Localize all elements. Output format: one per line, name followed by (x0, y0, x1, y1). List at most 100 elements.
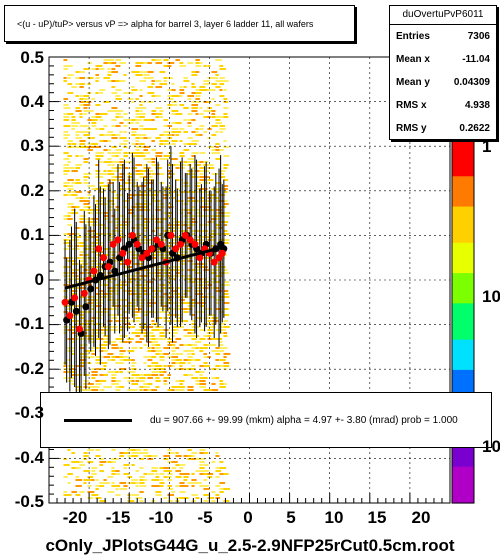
histogram-cell (219, 350, 224, 352)
histogram-cell (175, 167, 183, 169)
histogram-cell (115, 80, 121, 82)
histogram-cell (123, 161, 129, 163)
histogram-cell (167, 269, 173, 271)
histogram-cell (119, 173, 125, 175)
histogram-cell (223, 272, 229, 274)
histogram-cell (115, 170, 120, 172)
histogram-cell (195, 134, 201, 136)
histogram-cell (143, 362, 147, 364)
histogram-cell (195, 161, 203, 163)
fit-line (64, 245, 226, 290)
histogram-cell (171, 83, 175, 85)
histogram-cell (67, 113, 74, 115)
histogram-cell (207, 320, 212, 322)
histogram-cell (195, 302, 202, 304)
histogram-cell (199, 242, 206, 244)
histogram-cell (159, 332, 165, 334)
histogram-cell (67, 206, 75, 208)
histogram-cell (111, 146, 117, 148)
histogram-cell (143, 164, 147, 166)
histogram-cell (131, 380, 135, 382)
histogram-cell (139, 134, 147, 136)
histogram-cell (115, 338, 122, 340)
histogram-cell (95, 266, 101, 268)
histogram-cell (147, 356, 155, 358)
histogram-cell (79, 116, 83, 118)
stat-row-mean-x: Mean x -11.04 (390, 48, 496, 71)
histogram-cell (67, 494, 72, 496)
histogram-cell (183, 344, 188, 346)
histogram-cell (67, 272, 74, 274)
histogram-cell (167, 485, 172, 487)
histogram-cell (151, 467, 159, 469)
histogram-cell (219, 170, 226, 172)
histogram-cell (143, 119, 151, 121)
histogram-cell (159, 308, 164, 310)
histogram-cell (199, 134, 203, 136)
histogram-cell (219, 131, 224, 133)
histogram-cell (139, 101, 146, 103)
histogram-cell (199, 386, 206, 388)
histogram-cell (195, 65, 202, 67)
histogram-cell (175, 287, 181, 289)
histogram-cell (63, 152, 69, 154)
histogram-cell (187, 119, 194, 121)
histogram-cell (99, 329, 106, 331)
histogram-cell (79, 101, 87, 103)
histogram-cell (135, 497, 143, 499)
histogram-cell (199, 302, 206, 304)
histogram-cell (87, 389, 92, 391)
palette-segment (452, 297, 474, 304)
histogram-cell (127, 161, 133, 163)
histogram-cell (159, 182, 165, 184)
histogram-cell (171, 266, 178, 268)
histogram-cell (171, 131, 179, 133)
histogram-cell (83, 107, 88, 109)
histogram-cell (211, 461, 216, 463)
histogram-cell (63, 65, 69, 67)
histogram-cell (171, 239, 178, 241)
stat-label: Mean x (396, 54, 430, 65)
histogram-cell (95, 104, 101, 106)
histogram-cell (223, 185, 229, 187)
red-data-point (133, 240, 141, 248)
histogram-cell (131, 326, 135, 328)
histogram-cell (195, 209, 200, 211)
histogram-cell (163, 158, 169, 160)
histogram-cell (147, 305, 153, 307)
histogram-cell (175, 464, 183, 466)
histogram-cell (91, 386, 99, 388)
histogram-cell (63, 329, 69, 331)
histogram-cell (195, 113, 199, 115)
histogram-cell (71, 320, 76, 322)
histogram-cell (115, 134, 121, 136)
histogram-cell (139, 110, 143, 112)
histogram-cell (203, 206, 208, 208)
histogram-cell (91, 224, 98, 226)
histogram-cell (179, 389, 185, 391)
histogram-cell (79, 245, 85, 247)
histogram-cell (63, 185, 68, 187)
histogram-cell (191, 167, 195, 169)
histogram-cell (111, 473, 117, 475)
histogram-cell (67, 74, 74, 76)
histogram-cell (163, 191, 167, 193)
histogram-cell (87, 218, 94, 220)
histogram-cell (195, 170, 200, 172)
histogram-cell (175, 380, 180, 382)
histogram-cell (159, 116, 163, 118)
stat-value: 4.938 (464, 100, 490, 111)
histogram-cell (83, 209, 88, 211)
histogram-cell (99, 128, 105, 130)
histogram-cell (79, 146, 87, 148)
histogram-cell (79, 326, 87, 328)
histogram-cell (131, 389, 138, 391)
histogram-cell (99, 227, 103, 229)
palette-segment (452, 279, 474, 286)
histogram-cell (155, 317, 163, 319)
histogram-cell (139, 500, 144, 502)
histogram-cell (123, 182, 129, 184)
histogram-cell (179, 95, 183, 97)
histogram-cell (207, 164, 214, 166)
histogram-cell (91, 248, 98, 250)
